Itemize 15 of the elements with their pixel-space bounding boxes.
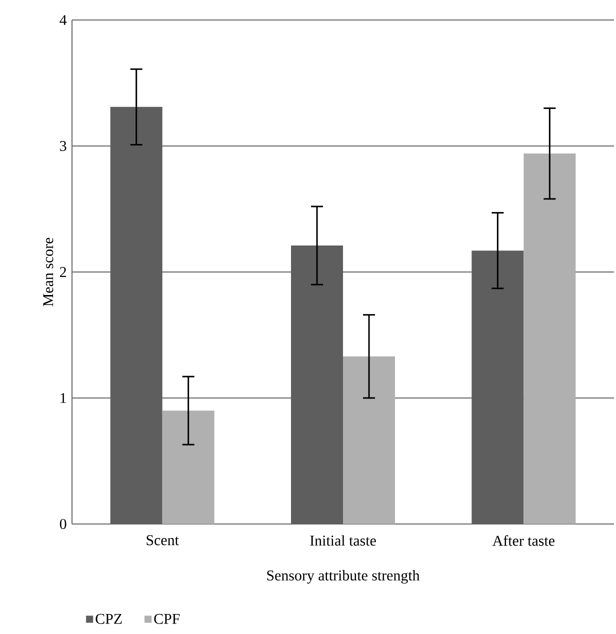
- y-tick-label: 2: [60, 267, 66, 277]
- y-tick-label: 1: [60, 393, 66, 403]
- x-axis-title: Sensory attribute strength: [267, 570, 420, 584]
- y-axis-title: Mean score: [43, 238, 54, 306]
- y-tick-label: 3: [60, 140, 66, 152]
- bar: [343, 356, 396, 524]
- bar: [162, 410, 214, 524]
- y-tick-label: 4: [60, 15, 67, 25]
- legend-label: CPF: [154, 614, 180, 624]
- x-tick-label: After taste: [492, 535, 554, 546]
- x-tick-label: Scent: [146, 535, 179, 546]
- legend-label: CPZ: [96, 614, 122, 624]
- bar: [524, 154, 576, 524]
- y-tick-label: 0: [60, 518, 66, 530]
- x-tick-label: Initial taste: [310, 535, 376, 546]
